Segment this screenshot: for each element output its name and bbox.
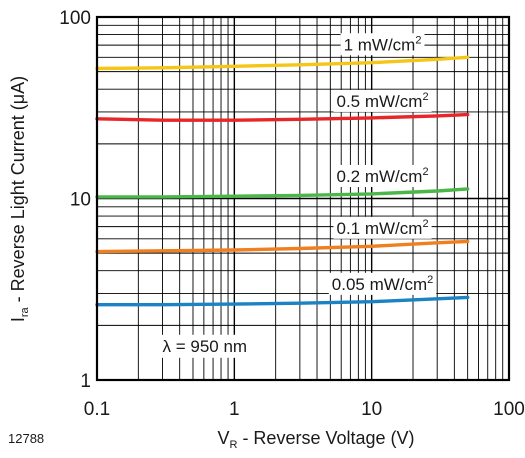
x-axis-label: VR - Reverse Voltage (V) [217,428,414,451]
x-tick-label: 10 [361,399,382,420]
series-line [95,55,470,71]
series-line [95,187,470,199]
x-tick-label: 1 [229,399,240,420]
y-tick-label: 1 [80,371,91,392]
grid [96,17,509,381]
series-label: 0.1 mW/cm2 [333,216,432,239]
y-axis-label: Ira - Reverse Light Current (μA) [8,76,31,322]
annotation-text: λ = 950 nm [163,337,248,356]
series-label-text: 0.05 mW/cm2 [332,274,434,294]
series-group [95,55,470,307]
y-tick-labels: 1 10 100 [59,8,91,392]
y-tick-label: 100 [59,8,91,29]
x-tick-labels: 0.1 1 10 100 [84,399,525,420]
series-label-text: 0.2 mW/cm2 [337,166,429,186]
series-label-text: 0.1 mW/cm2 [337,218,429,238]
figure-id: 12788 [8,431,44,446]
wavelength-annotation: λ = 950 nm [156,334,254,358]
plot-frame [95,15,511,382]
series-label-text: 1 mW/cm2 [344,34,422,54]
x-tick-label: 100 [493,399,525,420]
y-tick-label: 10 [70,190,91,211]
series-label: 0.05 mW/cm2 [328,272,437,295]
series-label: 0.2 mW/cm2 [333,164,432,187]
x-tick-label: 0.1 [84,399,110,420]
series-line [95,112,470,122]
series-label: 0.5 mW/cm2 [333,89,432,112]
series-line [95,295,470,307]
series-labels: 1 mW/cm2 0.5 mW/cm2 0.2 mW/cm2 0.1 mW/cm2 0.… [328,33,437,295]
series-label-text: 0.5 mW/cm2 [337,91,429,111]
series-line [95,239,470,254]
series-label: 1 mW/cm2 [340,33,425,56]
